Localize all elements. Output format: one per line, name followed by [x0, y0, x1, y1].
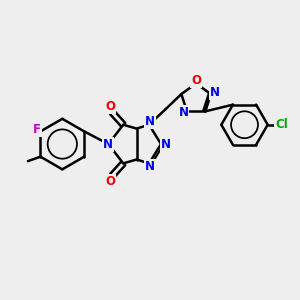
Text: N: N — [103, 138, 113, 151]
Text: N: N — [178, 106, 188, 119]
Text: N: N — [145, 160, 155, 173]
Text: Cl: Cl — [275, 118, 288, 131]
Text: O: O — [106, 100, 116, 113]
Text: N: N — [160, 138, 170, 151]
Text: N: N — [145, 115, 155, 128]
Text: N: N — [210, 86, 220, 99]
Text: O: O — [191, 74, 201, 87]
Text: O: O — [106, 175, 116, 188]
Text: F: F — [33, 123, 41, 136]
